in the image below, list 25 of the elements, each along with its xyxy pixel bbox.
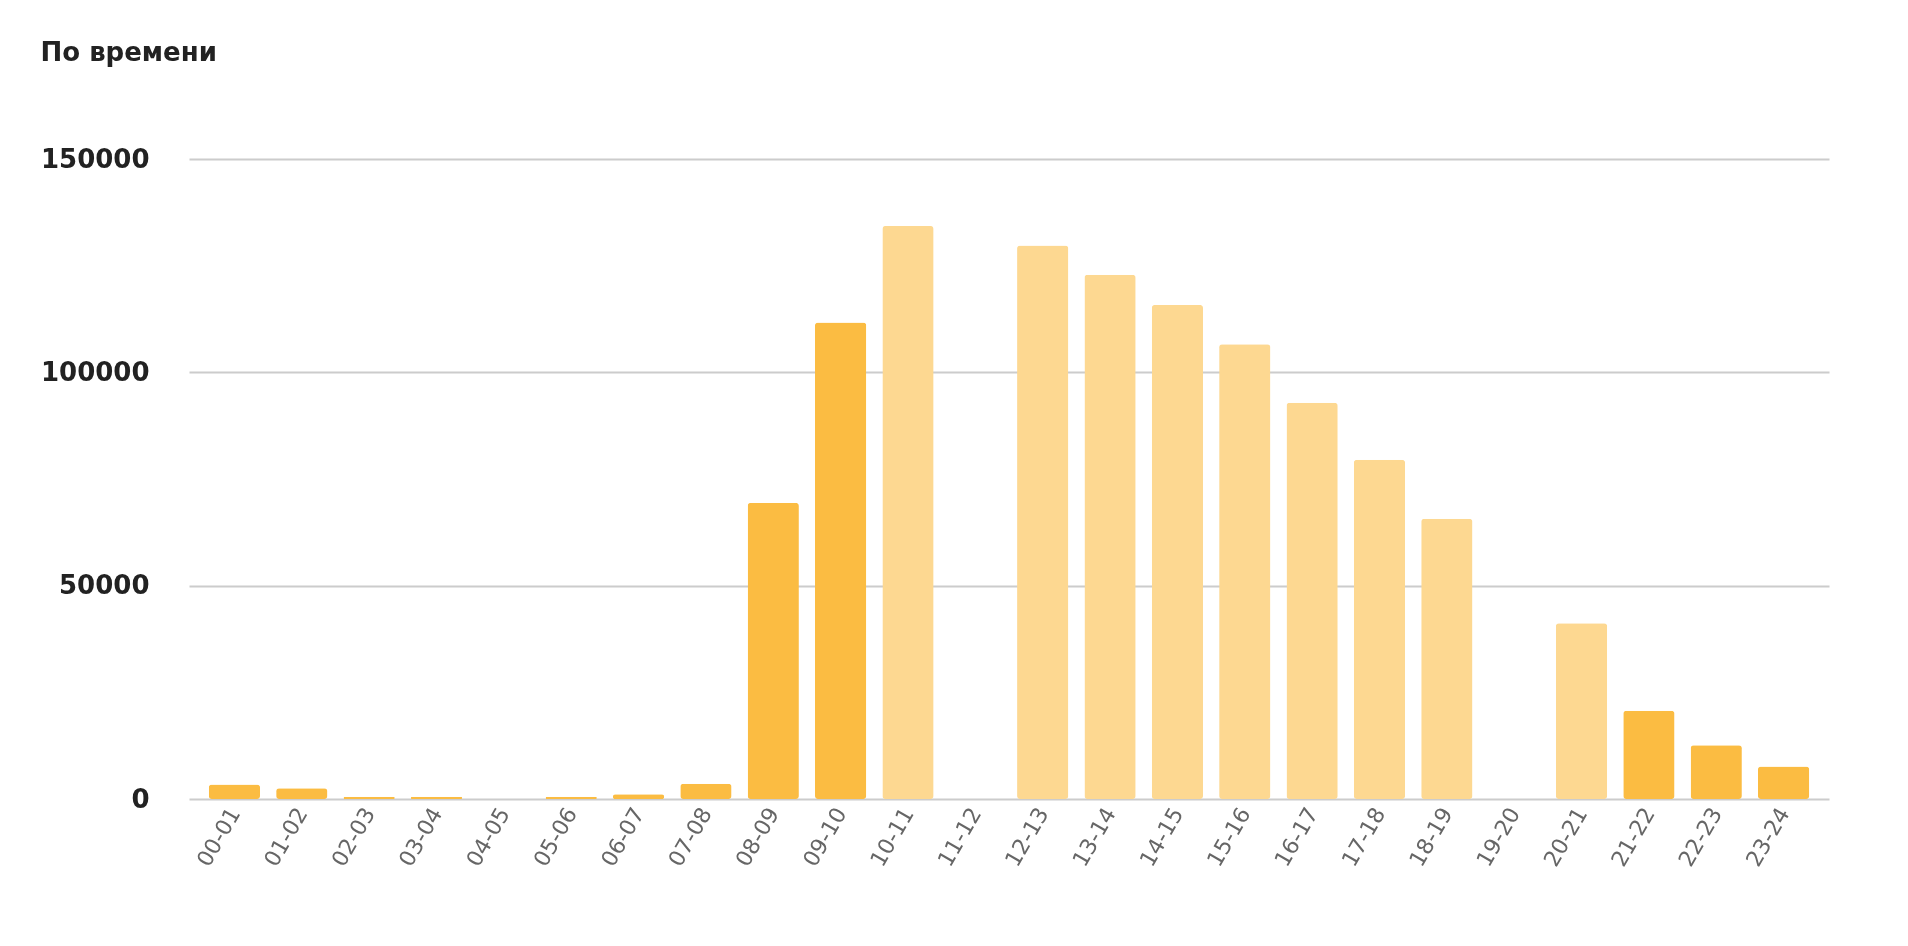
bar: [1219, 344, 1271, 799]
bar: [545, 796, 597, 799]
bar: [1084, 274, 1136, 799]
bar: [208, 784, 261, 799]
bar: [680, 783, 732, 799]
bar: [1353, 459, 1406, 799]
bar: [1286, 402, 1338, 799]
bar: [1421, 518, 1473, 799]
bar: [1757, 766, 1810, 799]
bar: [1555, 623, 1608, 799]
y-tick-label: 150000: [40, 143, 150, 174]
bar: [747, 502, 799, 799]
bar: [1623, 710, 1675, 799]
y-tick-label: 100000: [40, 356, 150, 387]
bar: [410, 796, 463, 799]
bar: [343, 796, 395, 799]
bar: [814, 322, 867, 799]
bar: [1690, 745, 1742, 799]
bar: [1151, 304, 1204, 799]
chart-title: По времени: [40, 37, 217, 67]
y-tick-label: 0: [131, 783, 150, 814]
bar: [276, 788, 328, 799]
bar: [1017, 245, 1069, 799]
y-tick-label: 50000: [59, 570, 150, 601]
bar: [882, 225, 934, 799]
